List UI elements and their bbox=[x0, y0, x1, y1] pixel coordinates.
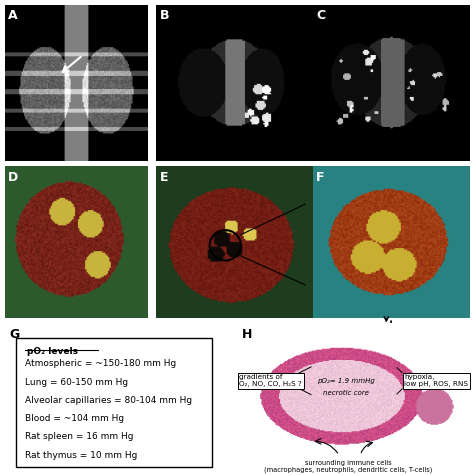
Text: necrotic core: necrotic core bbox=[323, 390, 369, 396]
Text: E: E bbox=[160, 171, 168, 184]
Text: Lung = 60-150 mm Hg: Lung = 60-150 mm Hg bbox=[25, 378, 128, 387]
FancyBboxPatch shape bbox=[16, 338, 212, 467]
Text: Blood = ~104 mm Hg: Blood = ~104 mm Hg bbox=[25, 414, 124, 423]
Text: Rat thymus = 10 mm Hg: Rat thymus = 10 mm Hg bbox=[25, 451, 137, 460]
Text: Rat spleen = 16 mm Hg: Rat spleen = 16 mm Hg bbox=[25, 432, 133, 441]
Text: D: D bbox=[8, 171, 18, 184]
Text: A: A bbox=[8, 10, 17, 22]
Text: pO₂= 1.9 mmHg: pO₂= 1.9 mmHg bbox=[317, 378, 375, 384]
Text: B: B bbox=[160, 10, 169, 22]
Text: Alveolar capillaries = 80-104 mm Hg: Alveolar capillaries = 80-104 mm Hg bbox=[25, 396, 192, 405]
Text: H: H bbox=[242, 328, 252, 341]
Text: F: F bbox=[316, 171, 325, 184]
Text: C: C bbox=[316, 10, 325, 22]
Text: Atmospheric = ~150-180 mm Hg: Atmospheric = ~150-180 mm Hg bbox=[25, 360, 176, 369]
Text: hypoxia,
low pH, ROS, RNS: hypoxia, low pH, ROS, RNS bbox=[404, 374, 468, 387]
Text: G: G bbox=[9, 328, 19, 341]
Text: surrounding immune cells
(macrophages, neutrophils, dendritic cells, T-cells): surrounding immune cells (macrophages, n… bbox=[264, 460, 433, 473]
Text: pO₂ levels: pO₂ levels bbox=[27, 347, 78, 356]
Text: gradients of
O₂, NO, CO, H₂S ?: gradients of O₂, NO, CO, H₂S ? bbox=[239, 374, 302, 387]
